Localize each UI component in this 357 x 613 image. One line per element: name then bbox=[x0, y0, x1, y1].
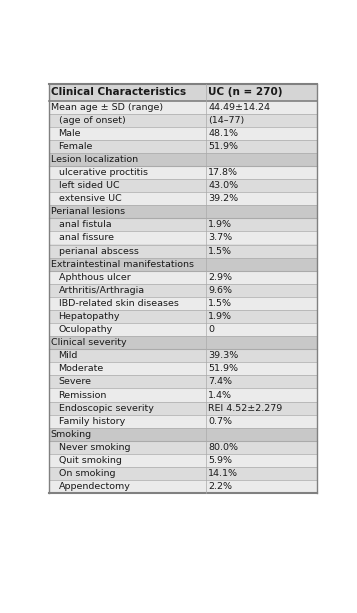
Text: Lesion localization: Lesion localization bbox=[51, 155, 138, 164]
Text: Quit smoking: Quit smoking bbox=[59, 456, 121, 465]
Text: Female: Female bbox=[59, 142, 93, 151]
Text: REI 4.52±2.279: REI 4.52±2.279 bbox=[208, 403, 282, 413]
Text: 44.49±14.24: 44.49±14.24 bbox=[208, 102, 270, 112]
Bar bbox=[49, 166, 317, 179]
Bar bbox=[49, 101, 317, 113]
Text: 1.5%: 1.5% bbox=[208, 246, 232, 256]
Bar bbox=[49, 362, 317, 375]
Bar bbox=[49, 428, 317, 441]
Bar bbox=[49, 205, 317, 218]
Text: Male: Male bbox=[59, 129, 81, 138]
Text: 51.9%: 51.9% bbox=[208, 364, 238, 373]
Bar bbox=[49, 480, 317, 493]
Bar bbox=[49, 402, 317, 414]
Bar bbox=[49, 389, 317, 402]
Bar bbox=[49, 113, 317, 127]
Bar bbox=[49, 153, 317, 166]
Text: Perianal lesions: Perianal lesions bbox=[51, 207, 125, 216]
Bar bbox=[49, 192, 317, 205]
Bar bbox=[49, 271, 317, 284]
Text: Remission: Remission bbox=[59, 390, 107, 400]
Bar bbox=[49, 375, 317, 389]
Bar bbox=[49, 454, 317, 467]
Text: Appendectomy: Appendectomy bbox=[59, 482, 130, 491]
Text: 80.0%: 80.0% bbox=[208, 443, 238, 452]
Text: 3.7%: 3.7% bbox=[208, 234, 232, 243]
Text: Aphthous ulcer: Aphthous ulcer bbox=[59, 273, 130, 282]
Text: UC (n = 270): UC (n = 270) bbox=[208, 87, 283, 97]
Text: Extraintestinal manifestations: Extraintestinal manifestations bbox=[51, 260, 194, 268]
Text: 1.5%: 1.5% bbox=[208, 299, 232, 308]
Text: extensive UC: extensive UC bbox=[59, 194, 121, 203]
Bar bbox=[49, 245, 317, 257]
Bar bbox=[49, 83, 317, 101]
Text: Family history: Family history bbox=[59, 417, 125, 425]
Text: (14–77): (14–77) bbox=[208, 116, 245, 124]
Bar bbox=[49, 179, 317, 192]
Text: Clinical Characteristics: Clinical Characteristics bbox=[51, 87, 186, 97]
Text: 1.9%: 1.9% bbox=[208, 220, 232, 229]
Text: 5.9%: 5.9% bbox=[208, 456, 232, 465]
Bar bbox=[49, 140, 317, 153]
Text: 2.2%: 2.2% bbox=[208, 482, 232, 491]
Text: Mean age ± SD (range): Mean age ± SD (range) bbox=[51, 102, 163, 112]
Text: left sided UC: left sided UC bbox=[59, 181, 119, 190]
Text: 7.4%: 7.4% bbox=[208, 378, 232, 386]
Text: anal fissure: anal fissure bbox=[59, 234, 114, 243]
Text: Arthritis/Arthragia: Arthritis/Arthragia bbox=[59, 286, 145, 295]
Text: 1.9%: 1.9% bbox=[208, 312, 232, 321]
Bar bbox=[49, 232, 317, 245]
Text: Clinical severity: Clinical severity bbox=[51, 338, 126, 347]
Text: Never smoking: Never smoking bbox=[59, 443, 130, 452]
Text: anal fistula: anal fistula bbox=[59, 220, 111, 229]
Text: 39.2%: 39.2% bbox=[208, 194, 238, 203]
Bar bbox=[49, 336, 317, 349]
Bar bbox=[49, 284, 317, 297]
Text: On smoking: On smoking bbox=[59, 469, 115, 478]
Text: Moderate: Moderate bbox=[59, 364, 104, 373]
Text: 51.9%: 51.9% bbox=[208, 142, 238, 151]
Bar bbox=[49, 218, 317, 232]
Bar bbox=[49, 127, 317, 140]
Bar bbox=[49, 323, 317, 336]
Text: 17.8%: 17.8% bbox=[208, 168, 238, 177]
Text: Endoscopic severity: Endoscopic severity bbox=[59, 403, 154, 413]
Bar bbox=[49, 467, 317, 480]
Text: Mild: Mild bbox=[59, 351, 78, 360]
Bar bbox=[49, 414, 317, 428]
Bar bbox=[49, 441, 317, 454]
Text: 0.7%: 0.7% bbox=[208, 417, 232, 425]
Bar bbox=[49, 349, 317, 362]
Text: 39.3%: 39.3% bbox=[208, 351, 238, 360]
Bar bbox=[49, 257, 317, 271]
Bar bbox=[49, 297, 317, 310]
Text: 1.4%: 1.4% bbox=[208, 390, 232, 400]
Text: (age of onset): (age of onset) bbox=[59, 116, 125, 124]
Text: Severe: Severe bbox=[59, 378, 92, 386]
Text: perianal abscess: perianal abscess bbox=[59, 246, 139, 256]
Text: Oculopathy: Oculopathy bbox=[59, 325, 113, 334]
Text: 14.1%: 14.1% bbox=[208, 469, 238, 478]
Text: 43.0%: 43.0% bbox=[208, 181, 238, 190]
Text: 0: 0 bbox=[208, 325, 214, 334]
Text: Smoking: Smoking bbox=[51, 430, 92, 439]
Text: 48.1%: 48.1% bbox=[208, 129, 238, 138]
Text: 9.6%: 9.6% bbox=[208, 286, 232, 295]
Text: ulcerative proctitis: ulcerative proctitis bbox=[59, 168, 147, 177]
Text: Hepatopathy: Hepatopathy bbox=[59, 312, 120, 321]
Bar bbox=[49, 310, 317, 323]
Text: IBD-related skin diseases: IBD-related skin diseases bbox=[59, 299, 178, 308]
Text: 2.9%: 2.9% bbox=[208, 273, 232, 282]
